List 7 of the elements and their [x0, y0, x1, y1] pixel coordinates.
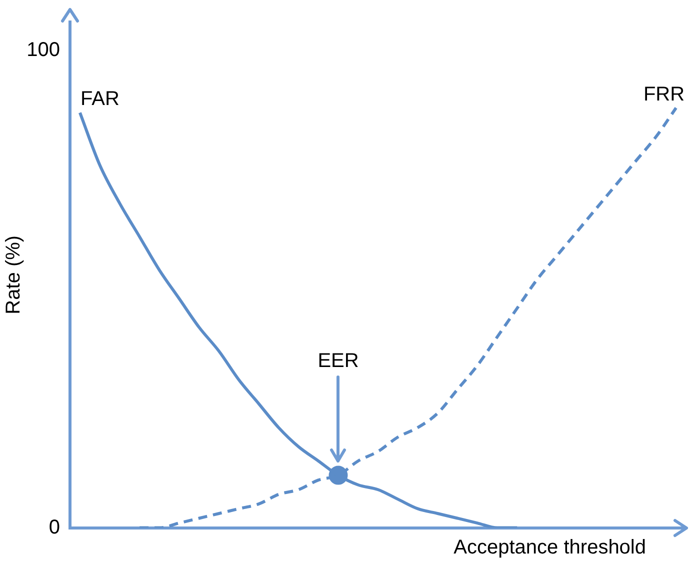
y-tick-label: 100: [26, 39, 60, 62]
series-label: FRR: [643, 83, 685, 106]
x-axis-title: Acceptance threshold: [454, 536, 646, 558]
y-tick-label: 0: [48, 516, 60, 538]
annotation: EER: [318, 350, 359, 374]
series-label: FAR: [80, 88, 120, 110]
y-axis-title: Rate (%): [2, 235, 25, 314]
